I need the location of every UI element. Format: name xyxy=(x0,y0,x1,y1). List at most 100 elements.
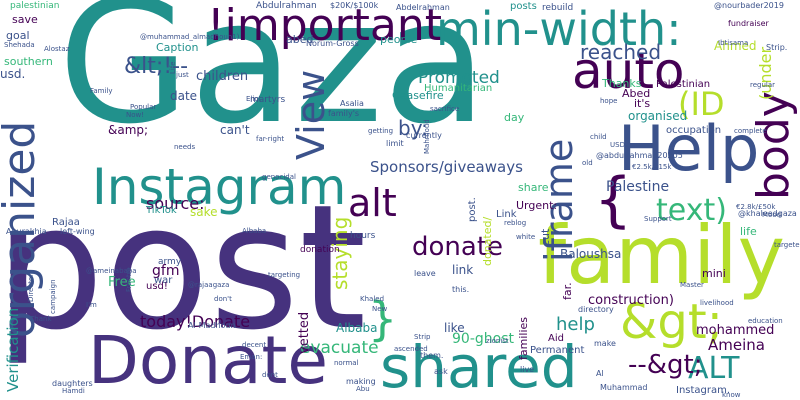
word: Thank xyxy=(30,315,52,323)
word: @muhammad_almadhoun1) xyxy=(140,33,240,41)
word: Free xyxy=(108,275,136,290)
word: Sponsors/giveaways xyxy=(370,158,523,176)
word: post xyxy=(0,167,367,368)
word: this. xyxy=(452,285,470,294)
word: Abed xyxy=(622,87,651,100)
word: Thanks xyxy=(602,77,642,90)
word: currently xyxy=(406,131,442,140)
word: leave xyxy=(414,269,436,278)
word: Norum-Gross xyxy=(306,39,359,48)
word: today!Donate xyxy=(140,312,251,331)
word: Muhammad xyxy=(600,383,648,392)
word: day xyxy=(504,111,525,124)
word: Hamdi xyxy=(62,387,85,395)
word: Asalia xyxy=(340,99,364,108)
word: save xyxy=(12,13,38,26)
word: can't xyxy=(220,123,250,137)
word: left-wing xyxy=(60,227,95,236)
word: make xyxy=(594,339,616,348)
word: Shehada xyxy=(4,41,35,49)
word: it's xyxy=(634,97,651,110)
word: donated/ xyxy=(481,216,494,266)
word: €2.5k/£15k xyxy=(632,163,672,171)
word: sacrifice xyxy=(430,105,460,113)
word: Link xyxy=(496,209,517,220)
word: Humanitarian xyxy=(424,83,493,94)
word: daughters xyxy=(52,379,93,388)
word: hours xyxy=(350,231,376,241)
word: hope xyxy=(600,97,618,105)
word: } xyxy=(368,292,398,346)
word: vetted xyxy=(297,311,312,354)
word: Abdelrahman xyxy=(396,3,450,12)
word: Alostaz xyxy=(44,45,70,53)
word: organised xyxy=(628,109,688,123)
word: children xyxy=(196,69,249,84)
word: @rajaagaza xyxy=(188,281,230,289)
word: New xyxy=(372,305,388,313)
word: @ameinababa xyxy=(86,267,137,275)
word: donation xyxy=(300,245,340,255)
word: campaign xyxy=(49,279,57,314)
word: complete xyxy=(734,127,767,135)
word: body xyxy=(748,91,799,200)
word: Abu xyxy=(356,385,370,393)
word: sake xyxy=(190,205,218,219)
word: Mahmoud xyxy=(423,119,431,154)
word: ascended xyxy=(394,345,428,353)
word: mini xyxy=(702,267,726,280)
word: @nourbader2019 xyxy=(714,1,784,10)
word: View xyxy=(289,69,333,160)
word: @abdulrahman20205 xyxy=(596,151,683,160)
word: ALT xyxy=(688,351,740,386)
word: share xyxy=(518,181,549,194)
word: TikTok xyxy=(146,205,177,216)
word: &amp; xyxy=(108,123,149,137)
word: far-right xyxy=(256,135,285,143)
word: life xyxy=(740,225,757,238)
word: 90-ghost xyxy=(452,331,514,347)
word: €2.8k/£50k xyxy=(736,203,776,211)
word: ask xyxy=(434,367,448,376)
word: Permanent xyxy=(530,345,585,356)
word: people xyxy=(380,33,418,46)
word: reached xyxy=(580,40,662,64)
word: Palestinian xyxy=(656,79,711,90)
word: Family xyxy=(90,87,113,95)
word: Directory xyxy=(27,269,35,302)
word: needs xyxy=(174,143,196,151)
word: shared xyxy=(380,333,578,400)
word: Eliot xyxy=(246,95,262,103)
word: reblog xyxy=(504,219,527,227)
word: far. xyxy=(561,282,574,300)
word: family's xyxy=(328,109,360,118)
word: gfm xyxy=(152,263,180,279)
word: min-width: xyxy=(436,2,682,56)
word: Khaled xyxy=(360,295,385,303)
word: I'm xyxy=(86,301,97,309)
word: war xyxy=(154,275,173,286)
word: Ibtisama xyxy=(718,39,749,47)
word: Aburakhia xyxy=(6,227,47,236)
word: Mood xyxy=(762,211,782,219)
word: Instagram. xyxy=(676,385,731,396)
word: zionist xyxy=(486,337,509,345)
word: --&gt; xyxy=(628,350,703,380)
word: (ID xyxy=(678,85,725,123)
word: just xyxy=(176,71,189,79)
word: Gaza xyxy=(58,0,488,162)
word: mohammed xyxy=(696,323,775,338)
word: know xyxy=(722,391,741,399)
word: link xyxy=(452,263,474,277)
word: Eman: xyxy=(240,353,263,361)
word: post. xyxy=(467,197,478,222)
word: livelihood xyxy=(700,299,734,307)
word: Verification xyxy=(4,307,22,392)
word: families xyxy=(517,317,530,360)
word: usd. xyxy=(0,67,26,81)
word: donate xyxy=(412,232,504,262)
word: occupation xyxy=(666,125,722,136)
word: abed xyxy=(286,33,314,46)
word: genocidal xyxy=(262,173,296,181)
word: Aid xyxy=(548,333,564,344)
